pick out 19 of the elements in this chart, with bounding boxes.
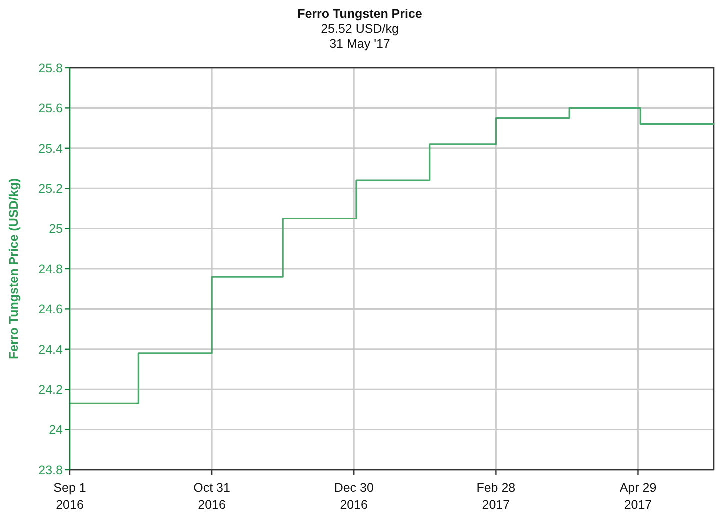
chart-title: Ferro Tungsten Price [298,7,422,21]
x-tick-label: Sep 1 2016 [54,481,86,512]
y-tick-label: 25.8 [38,61,64,76]
y-tick-label: 25.4 [38,142,64,156]
y-tick-label: 24.8 [38,262,64,276]
x-tick-label: Oct 31 2016 [194,481,231,512]
y-tick-label: 25 [49,222,64,236]
y-tick-label: 25.2 [38,182,64,196]
x-tick-label: Dec 30 2016 [334,481,374,512]
y-tick-label: 25.6 [38,102,64,116]
y-tick-label: 24.2 [38,382,64,397]
chart-subtitle: 25.52 USD/kg 31 May '17 [321,22,399,51]
y-axis-title: Ferro Tungsten Price (USD/kg) [7,178,21,360]
y-tick-label: 24 [49,423,64,438]
x-tick-label: Apr 29 2017 [620,481,657,512]
y-tick-label: 23.8 [38,463,64,478]
y-tick-label: 24.4 [38,342,64,357]
x-tick-label: Feb 28 2017 [476,481,516,512]
y-tick-label: 24.6 [38,302,64,317]
